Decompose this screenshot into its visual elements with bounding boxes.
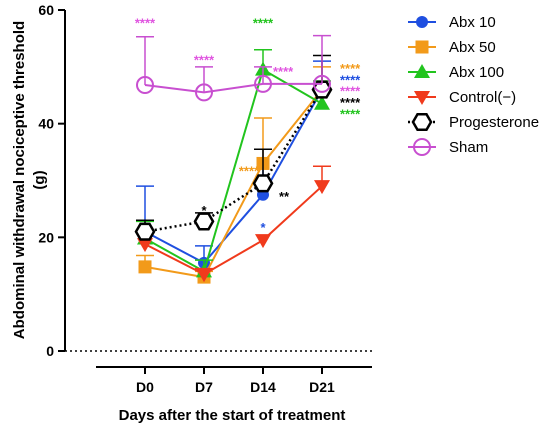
data-point [193,212,215,231]
y-tick-label: 0 [46,343,54,359]
data-point [313,74,331,93]
annotation-layer: ****************************************… [135,16,361,236]
legend-label: Abx 10 [449,14,496,31]
significance-label: **** [340,84,361,99]
legend-item: Control(−) [408,89,516,106]
series-line [144,185,323,276]
significance-label: **** [340,72,361,87]
legend-item: Abx 50 [408,39,496,56]
legend-marker [415,40,429,54]
significance-label: * [201,203,207,218]
significance-label: **** [194,52,215,67]
significance-label: **** [253,16,274,31]
legend-item: Progesterone [408,112,539,132]
x-tick-label: D0 [136,379,154,395]
significance-label: **** [340,61,361,76]
legend-item: Sham [408,138,488,156]
data-point [136,76,154,95]
legend-label: Abx 100 [449,64,504,81]
legend-marker [413,138,431,156]
data-point [255,234,271,249]
x-axis-title: Days after the start of treatment [119,407,346,424]
significance-label: **** [340,106,361,121]
significance-label: **** [135,16,156,31]
legend-marker [414,91,430,105]
significance-label: **** [239,163,260,178]
legend-marker [414,64,430,78]
y-tick-label: 40 [38,116,54,132]
data-point [196,268,212,283]
legend-item: Abx 10 [408,14,496,31]
data-point [137,238,153,253]
x-tick-label: D7 [195,379,213,395]
series-control [136,165,331,283]
series-abx-50 [136,66,331,284]
data-point [252,174,274,193]
legend-label: Progesterone [449,114,539,131]
series-line [144,89,323,265]
legend-marker [411,112,433,132]
significance-label: ** [279,189,290,204]
legend-label: Sham [449,139,488,156]
significance-label: **** [273,64,294,79]
x-tick-label: D21 [309,379,335,395]
series-sham [136,34,331,102]
series-layer [134,34,333,284]
significance-label: **** [340,95,361,110]
series-progesterone [134,54,333,241]
data-point [195,83,213,102]
data-point [134,222,156,241]
legend-item: Abx 100 [408,64,504,81]
y-tick-label: 20 [38,229,54,245]
data-point [138,260,152,274]
x-tick-label: D14 [250,379,276,395]
data-point [254,74,272,93]
legend-label: Abx 50 [449,39,496,56]
data-point [314,180,330,195]
axes: 0 20 40 60 D0 D7 D14 D21 Days after the start of… [11,2,372,424]
series-line [144,82,322,94]
data-point [311,80,333,99]
series-line [144,88,324,233]
series-line [144,88,323,279]
legend: Abx 10 Abx 50 Abx 100 Control(−) Progesteron… [408,14,539,156]
legend-marker [416,16,428,28]
series-line [144,68,323,273]
legend-label: Control(−) [449,89,516,106]
data-point [314,95,330,110]
significance-label: * [260,220,266,235]
y-tick-label: 60 [38,2,54,18]
y-axis-title: Abdominal withdrawal nociceptive thresho… [11,21,48,339]
